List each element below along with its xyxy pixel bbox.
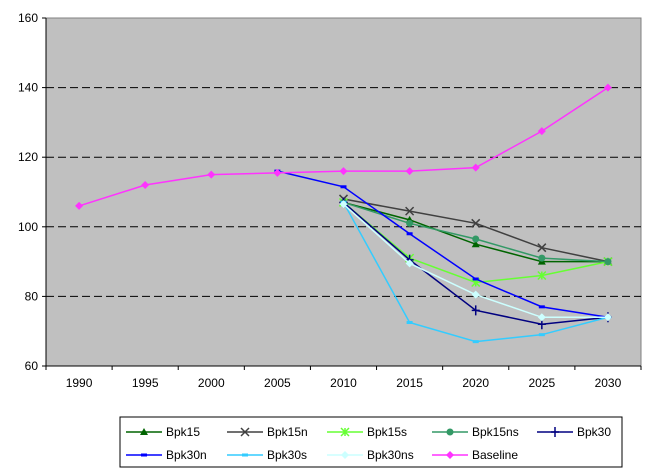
data-point xyxy=(604,258,612,266)
data-point xyxy=(471,290,480,299)
legend-entry-bpk30ns: Bpk30ns xyxy=(327,448,414,462)
data-point xyxy=(339,167,348,176)
gridlines xyxy=(46,87,641,297)
legend-entry-bpk15n: Bpk15n xyxy=(227,425,308,439)
data-point xyxy=(406,219,414,227)
data-point xyxy=(603,313,612,322)
data-point xyxy=(472,277,479,281)
x-tick-label: 2000 xyxy=(198,376,225,390)
data-point xyxy=(537,270,547,281)
data-point xyxy=(603,83,612,92)
data-point xyxy=(340,427,350,437)
x-tick-label: 2030 xyxy=(595,376,622,390)
data-point xyxy=(537,243,547,253)
data-point xyxy=(405,259,414,268)
data-point xyxy=(242,453,248,457)
data-point xyxy=(446,428,454,436)
y-tick-label: 80 xyxy=(25,289,39,303)
data-point xyxy=(406,321,413,324)
x-tick-label: 2020 xyxy=(462,376,489,390)
x-tick-label: 1990 xyxy=(66,376,93,390)
data-point xyxy=(472,235,480,243)
legend-label: Bpk15ns xyxy=(472,425,519,439)
data-point xyxy=(446,451,454,459)
data-point xyxy=(551,427,559,437)
data-point xyxy=(207,170,216,179)
series-layer xyxy=(75,83,613,344)
legend: Bpk15 Bpk15n Bpk15s Bpk15ns Bpk30 Bpk30n Bpk30… xyxy=(126,425,611,462)
data-point xyxy=(140,428,148,435)
data-point xyxy=(472,340,479,344)
x-axis: 1990 1995 2000 2005 2010 2015 2020 2025 2030 xyxy=(45,365,642,390)
legend-entry-baseline: Baseline xyxy=(432,448,518,462)
data-point xyxy=(471,163,480,172)
data-point xyxy=(240,427,250,437)
legend-entry-bpk30n: Bpk30n xyxy=(126,448,207,462)
series-line xyxy=(277,170,609,319)
data-point xyxy=(471,218,481,228)
data-point xyxy=(273,168,282,177)
legend-box xyxy=(119,416,623,468)
legend-entry-bpk15: Bpk15 xyxy=(126,425,200,439)
legend-label: Bpk15n xyxy=(267,425,308,439)
legend-label: Bpk30 xyxy=(577,425,611,439)
legend-label: Baseline xyxy=(472,448,518,462)
x-tick-label: 1995 xyxy=(132,376,159,390)
legend-label: Bpk15 xyxy=(166,425,200,439)
data-point xyxy=(538,254,546,262)
legend-entry-bpk15s: Bpk15s xyxy=(327,425,407,439)
legend-label: Bpk30ns xyxy=(367,448,414,462)
data-point xyxy=(339,200,348,209)
series-baseline xyxy=(75,83,612,210)
data-point xyxy=(471,240,480,248)
y-tick-label: 160 xyxy=(18,11,38,25)
data-point xyxy=(340,185,347,189)
y-tick-label: 100 xyxy=(18,220,38,234)
data-point xyxy=(537,127,546,136)
legend-label: Bpk30n xyxy=(166,448,207,462)
y-axis: 60 80 100 120 140 160 xyxy=(18,11,47,373)
data-point xyxy=(538,305,545,309)
data-point xyxy=(471,305,480,316)
data-point xyxy=(538,333,545,337)
x-tick-label: 2025 xyxy=(528,376,555,390)
y-tick-label: 120 xyxy=(18,150,38,164)
data-point xyxy=(405,206,415,216)
legend-label: Bpk30s xyxy=(267,448,307,462)
legend-entry-bpk30: Bpk30 xyxy=(537,425,611,439)
data-point xyxy=(141,181,150,190)
x-tick-label: 2010 xyxy=(330,376,357,390)
data-point xyxy=(406,232,413,236)
x-tick-label: 2005 xyxy=(264,376,291,390)
x-tick-label: 2015 xyxy=(396,376,423,390)
legend-entry-bpk15ns: Bpk15ns xyxy=(432,425,519,439)
legend-label: Bpk15s xyxy=(367,425,407,439)
series-bpk30ns xyxy=(339,200,612,322)
plot-area xyxy=(45,17,642,367)
y-tick-label: 140 xyxy=(18,81,38,95)
data-point xyxy=(141,453,147,457)
legend-entry-bpk30s: Bpk30s xyxy=(227,448,307,462)
y-tick-label: 60 xyxy=(25,359,39,373)
data-point xyxy=(537,313,546,322)
data-point xyxy=(341,451,349,459)
data-point xyxy=(75,201,84,210)
data-point xyxy=(405,167,414,176)
